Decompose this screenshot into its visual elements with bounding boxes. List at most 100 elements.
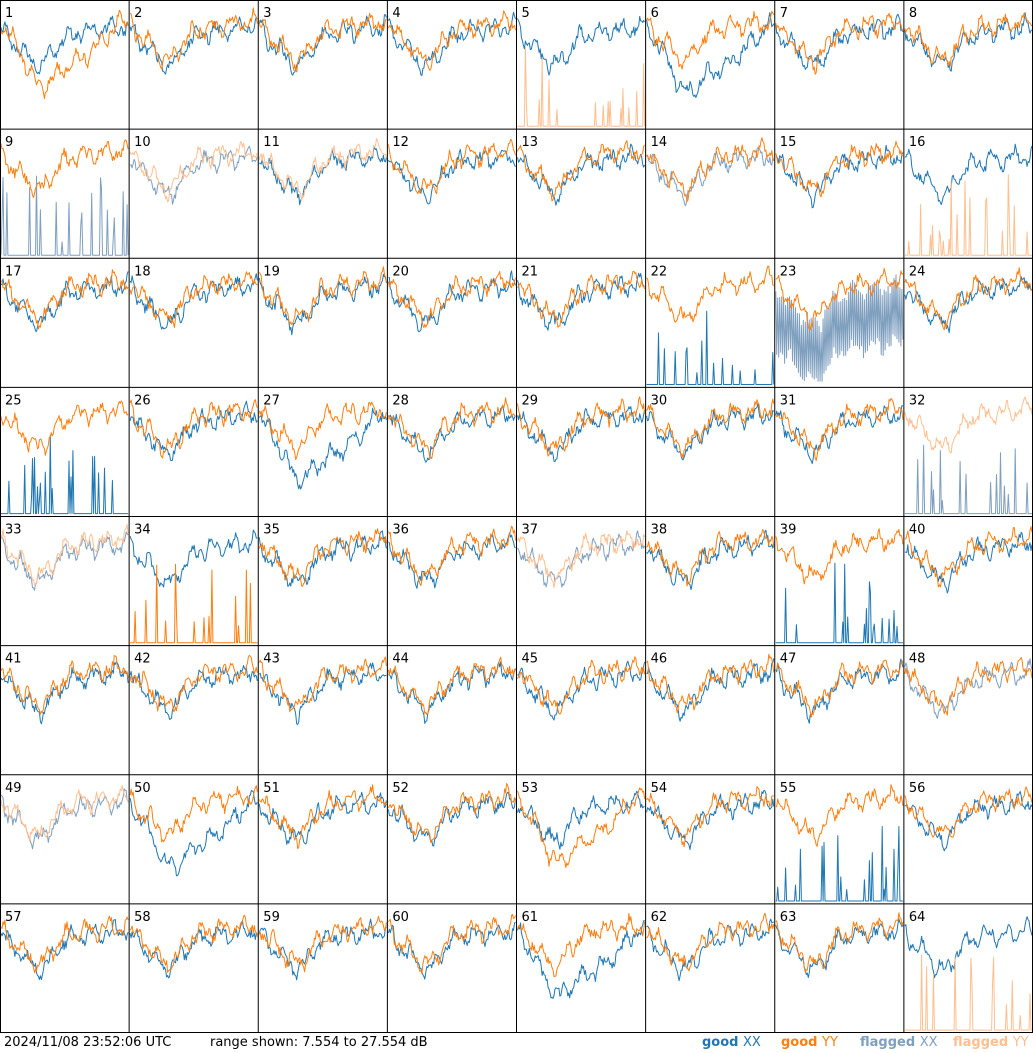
panel-57-xx-line xyxy=(0,919,129,981)
panel-28-label: 28 xyxy=(392,393,409,408)
panel-63: 63 xyxy=(775,910,904,978)
panel-3-label: 3 xyxy=(263,6,271,21)
panel-39: 39 xyxy=(775,523,904,644)
panel-25-xx-line xyxy=(1,434,129,515)
panel-5-xx-line xyxy=(517,16,646,76)
panel-24: 24 xyxy=(904,264,1033,334)
panel-53-yy-line xyxy=(517,787,646,869)
panel-18-xx-line xyxy=(129,273,258,330)
panel-62-xx-line xyxy=(646,918,774,982)
range-text: range shown: 7.554 to 27.554 dB xyxy=(210,1035,428,1050)
panel-54-label: 54 xyxy=(651,781,668,796)
panel-9-xx-line xyxy=(0,175,129,256)
panel-31-label: 31 xyxy=(780,393,797,408)
panel-51: 51 xyxy=(258,781,387,849)
panel-64-label: 64 xyxy=(909,910,926,925)
panel-16: 16 xyxy=(904,135,1033,256)
panel-11-label: 11 xyxy=(263,135,280,150)
panel-35: 35 xyxy=(258,523,387,587)
panel-19: 19 xyxy=(258,264,387,336)
panel-44-label: 44 xyxy=(392,652,409,667)
panel-62-label: 62 xyxy=(651,910,668,925)
panel-53: 53 xyxy=(517,781,646,869)
panel-26: 26 xyxy=(129,393,258,461)
panel-37: 37 xyxy=(517,523,646,588)
panel-32-label: 32 xyxy=(909,393,926,408)
panel-63-label: 63 xyxy=(780,910,797,925)
panel-10: 10 xyxy=(129,135,258,205)
panel-58-xx-line xyxy=(129,920,258,979)
panel-17: 17 xyxy=(0,264,129,332)
panel-18-label: 18 xyxy=(134,264,151,279)
panel-4-xx-line xyxy=(387,11,516,76)
panel-48: 48 xyxy=(904,652,1033,720)
panel-25-label: 25 xyxy=(5,393,22,408)
panel-33-label: 33 xyxy=(5,523,22,538)
panel-61-xx-line xyxy=(517,919,645,999)
panel-14-xx-line xyxy=(646,147,775,207)
panel-12-xx-line xyxy=(387,148,516,205)
panel-17-xx-line xyxy=(0,271,129,332)
panel-50-xx-line xyxy=(129,790,258,877)
panel-52: 52 xyxy=(387,781,516,847)
panel-43-yy-line xyxy=(258,656,387,713)
panel-48-label: 48 xyxy=(909,652,926,667)
panel-18-yy-line xyxy=(129,271,258,328)
panel-5: 5 xyxy=(517,6,646,127)
panel-25-yy-line xyxy=(0,400,129,456)
panel-21-yy-line xyxy=(517,270,646,328)
panel-40-xx-line xyxy=(904,531,1033,594)
panel-38-xx-line xyxy=(646,529,775,591)
panel-23-label: 23 xyxy=(780,264,797,279)
panel-3: 3 xyxy=(258,6,387,76)
panel-23-xx-line xyxy=(775,274,904,382)
panel-32-yy-line xyxy=(904,396,1033,454)
panel-63-xx-line xyxy=(775,918,904,978)
panel-39-xx-line xyxy=(775,562,903,644)
panel-14-yy-line xyxy=(646,137,775,202)
panel-13: 13 xyxy=(517,135,646,206)
panel-61-label: 61 xyxy=(522,910,539,925)
panel-36-label: 36 xyxy=(392,523,409,538)
panel-60: 60 xyxy=(387,910,516,980)
panel-49-yy-line xyxy=(0,785,129,842)
panel-57-yy-line xyxy=(0,915,129,974)
panel-49-label: 49 xyxy=(5,781,22,796)
panel-34-yy-line xyxy=(130,563,258,644)
panel-24-label: 24 xyxy=(909,264,926,279)
footer: 2024/11/08 23:52:06 UTC range shown: 7.5… xyxy=(0,1033,1033,1053)
panel-59-yy-line xyxy=(258,915,387,973)
panel-8-xx-line xyxy=(904,12,1033,72)
panel-6-label: 6 xyxy=(651,6,659,21)
panel-20-yy-line xyxy=(387,270,516,328)
panel-56-label: 56 xyxy=(909,781,926,796)
panel-47: 47 xyxy=(775,652,904,724)
panel-22-xx-line xyxy=(646,310,775,385)
panel-34: 34 xyxy=(129,523,258,644)
panel-62: 62 xyxy=(646,910,775,982)
panel-59: 59 xyxy=(258,910,387,981)
panel-29-yy-line xyxy=(517,396,646,457)
panel-31-xx-line xyxy=(775,405,904,465)
panel-15-yy-line xyxy=(775,140,904,198)
panel-14-label: 14 xyxy=(651,135,668,150)
panel-57-label: 57 xyxy=(5,910,22,925)
panel-39-label: 39 xyxy=(780,523,797,538)
panel-41-label: 41 xyxy=(5,652,22,667)
panel-61-yy-line xyxy=(517,913,646,978)
panel-27: 27 xyxy=(258,393,387,490)
panel-20-label: 20 xyxy=(392,264,409,279)
panel-52-label: 52 xyxy=(392,781,409,796)
panel-43-xx-line xyxy=(258,662,387,725)
panel-51-yy-line xyxy=(258,784,387,849)
panel-33: 33 xyxy=(0,523,129,591)
panel-31-yy-line xyxy=(775,398,904,461)
panel-10-xx-line xyxy=(129,145,258,205)
panel-64: 64 xyxy=(904,910,1033,1031)
legend-flagged-xx: flagged XX xyxy=(860,1035,938,1050)
panel-51-xx-line xyxy=(258,791,387,845)
panel-13-label: 13 xyxy=(522,135,539,150)
panel-17-label: 17 xyxy=(5,264,22,279)
panel-46-label: 46 xyxy=(651,652,668,667)
panel-24-yy-line xyxy=(904,267,1033,331)
